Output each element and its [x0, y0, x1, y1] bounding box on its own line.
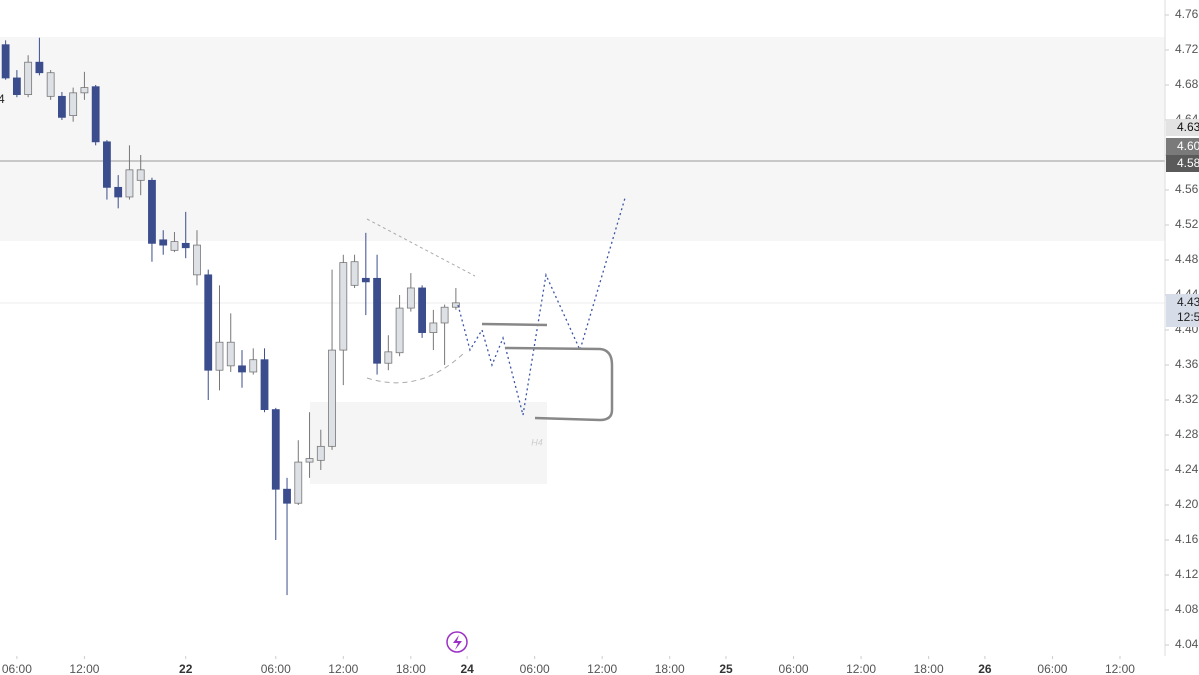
- y-tick-label: 4.16: [1175, 532, 1199, 546]
- candle-body: [1, 44, 10, 79]
- candle-body: [271, 409, 280, 490]
- y-tick-label: 4.48: [1175, 252, 1199, 266]
- candle-body: [260, 359, 269, 410]
- x-tick-label: 18:00: [396, 662, 426, 675]
- candle-body: [350, 261, 359, 286]
- candle-body: [80, 87, 89, 94]
- candle-body: [283, 488, 291, 504]
- candle-body: [181, 242, 190, 249]
- y-tick-label: 4.76: [1175, 7, 1199, 21]
- candle-body: [12, 77, 21, 95]
- candle-body: [316, 445, 325, 461]
- candle-body: [305, 458, 314, 463]
- candle-body: [204, 274, 213, 371]
- candle-body: [69, 92, 78, 116]
- candle-body: [440, 306, 449, 324]
- price-label: 4.60: [1177, 139, 1199, 153]
- candle-body: [384, 351, 393, 364]
- badge: [1166, 119, 1199, 136]
- x-tick-label: 06:00: [779, 662, 809, 675]
- y-tick-label: 4.24: [1175, 462, 1199, 476]
- countdown: 12:5: [1177, 310, 1199, 324]
- y-tick-label: 4.04: [1175, 637, 1199, 651]
- drawings: [366, 197, 626, 653]
- candle-body: [58, 95, 66, 118]
- candle-body: [35, 61, 44, 74]
- price-label: 4.43: [1177, 295, 1199, 309]
- candle-body: [215, 341, 224, 371]
- candle-body: [451, 302, 460, 308]
- candle-body: [361, 277, 370, 283]
- plot: [1, 37, 460, 596]
- x-tick-label: 26: [978, 662, 992, 675]
- y-tick-label: 4.32: [1175, 392, 1199, 406]
- candle-body: [125, 169, 134, 198]
- candle-body: [406, 287, 415, 309]
- candle-body: [429, 322, 438, 333]
- candle-body: [159, 239, 168, 246]
- y-tick-label: 4.72: [1175, 42, 1199, 56]
- badge: [1166, 294, 1199, 327]
- candle-body: [226, 341, 235, 367]
- x-tick-label: 12:00: [69, 662, 99, 675]
- y-tick-label: 4.68: [1175, 77, 1199, 91]
- x-tick-label: 25: [719, 662, 733, 675]
- x-tick-label: 18:00: [914, 662, 944, 675]
- candle-body: [249, 359, 258, 373]
- candle-body: [193, 244, 201, 276]
- zone: [0, 37, 1165, 241]
- candle-body: [238, 365, 246, 373]
- candle-body: [91, 86, 100, 143]
- candle-body: [148, 179, 156, 244]
- y-axis: 4.044.084.124.164.204.244.284.324.364.40…: [1165, 7, 1199, 651]
- candle-body: [339, 262, 348, 351]
- candle-body: [418, 287, 427, 333]
- y-tick-label: 4.52: [1175, 217, 1199, 231]
- y-tick-label: 4.56: [1175, 182, 1199, 196]
- y-tick-label: 4.28: [1175, 427, 1199, 441]
- zone-label: H4: [531, 437, 543, 447]
- price-label: 4.63: [1177, 120, 1199, 134]
- x-tick-label: 06:00: [261, 662, 291, 675]
- cropped-label: 4: [0, 92, 5, 106]
- candle-body: [294, 461, 303, 504]
- candle-body: [136, 169, 145, 181]
- y-tick-label: 4.36: [1175, 357, 1199, 371]
- x-tick-label: 12:00: [587, 662, 617, 675]
- y-tick-label: 4.12: [1175, 567, 1199, 581]
- x-tick-label: 18:00: [655, 662, 685, 675]
- x-tick-label: 12:00: [846, 662, 876, 675]
- price-label: 4.58: [1177, 156, 1199, 170]
- zone: [310, 402, 547, 484]
- x-tick-label: 06:00: [2, 662, 32, 675]
- x-tick-label: 12:00: [328, 662, 358, 675]
- candle-body: [114, 186, 123, 198]
- price-badges: 4.63 4.60 4.58 4.43 12:5: [1166, 119, 1199, 327]
- y-tick-label: 4.20: [1175, 497, 1199, 511]
- x-tick-label: 12:00: [1105, 662, 1135, 675]
- x-tick-label: 06:00: [1037, 662, 1067, 675]
- x-tick-label: 06:00: [520, 662, 550, 675]
- candle-body: [328, 349, 336, 447]
- badge: [1166, 138, 1199, 155]
- x-tick-label: 22: [179, 662, 193, 675]
- candle-body: [170, 241, 179, 251]
- candle-body: [395, 307, 404, 354]
- candle-body: [24, 61, 33, 95]
- x-tick-label: 24: [460, 662, 474, 675]
- candle-body: [373, 277, 381, 364]
- y-tick-label: 4.08: [1175, 602, 1199, 616]
- badge: [1166, 155, 1199, 172]
- candle-body: [46, 72, 55, 97]
- candle-body: [103, 141, 111, 188]
